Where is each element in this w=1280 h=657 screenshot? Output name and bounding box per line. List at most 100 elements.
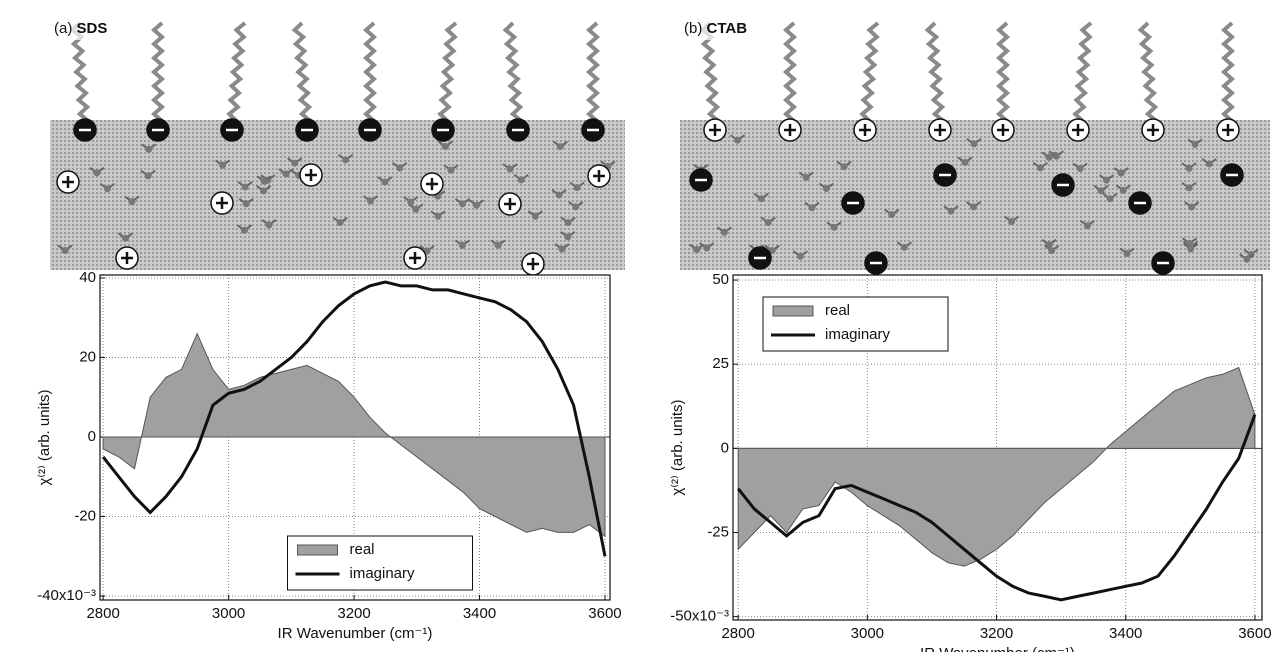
- cation: [991, 118, 1015, 142]
- anion: [841, 191, 865, 215]
- water-molecule: [836, 160, 852, 171]
- water-molecule: [966, 138, 982, 148]
- surfactant-tail: [859, 21, 880, 130]
- oxygen: [961, 158, 969, 166]
- water-molecule: [1003, 215, 1020, 226]
- oxygen: [947, 207, 955, 215]
- oxygen: [1045, 241, 1053, 249]
- anion: [146, 118, 170, 142]
- legend-label: imaginary: [350, 565, 416, 582]
- water-molecule: [236, 224, 253, 234]
- cation: [521, 252, 545, 276]
- cation: [703, 118, 727, 142]
- oxygen: [1205, 160, 1213, 168]
- surfactant-tail: [291, 21, 314, 130]
- water-molecule: [256, 175, 272, 185]
- water-molecule: [1119, 247, 1135, 257]
- anion: [431, 118, 455, 142]
- oxygen: [970, 203, 978, 211]
- surfactant-tail: [995, 21, 1011, 130]
- oxygen: [1185, 164, 1193, 172]
- real-area: [737, 366, 1256, 567]
- oxygen: [888, 211, 896, 219]
- water-molecule: [256, 185, 272, 195]
- oxygen: [734, 136, 742, 144]
- surfactant-tail: [150, 21, 166, 130]
- x-tick-label: 3200: [980, 625, 1013, 642]
- water-molecule: [760, 216, 776, 227]
- oxygen: [573, 184, 581, 192]
- anion: [506, 118, 530, 142]
- cation: [420, 172, 444, 196]
- oxygen: [693, 246, 701, 254]
- oxygen: [802, 173, 810, 181]
- oxygen: [93, 169, 101, 177]
- water-molecule: [716, 226, 732, 236]
- y-tick-label: -20: [74, 507, 96, 524]
- legend-label: real: [825, 302, 850, 319]
- x-tick-label: 2800: [86, 605, 119, 622]
- water-molecule: [278, 168, 294, 178]
- water-molecule: [552, 140, 568, 151]
- water-molecule: [443, 164, 459, 174]
- x-tick-label: 3000: [851, 625, 884, 642]
- water-molecule: [753, 192, 769, 203]
- water-molecule: [554, 243, 570, 253]
- oxygen: [900, 243, 908, 251]
- oxygen: [1117, 169, 1125, 177]
- oxygen: [822, 185, 830, 193]
- water-molecule: [804, 201, 820, 212]
- surfactant-tail: [924, 21, 947, 130]
- y-axis-label: χ⁽²⁾ (arb. units): [36, 389, 53, 485]
- x-tick-label: 2800: [721, 625, 754, 642]
- legend-label: real: [350, 541, 375, 558]
- cation: [778, 118, 802, 142]
- water-molecule: [957, 156, 973, 166]
- oxygen: [830, 223, 838, 231]
- cation: [299, 163, 323, 187]
- oxygen: [1036, 164, 1044, 172]
- water-molecule: [261, 219, 277, 229]
- anion: [220, 118, 244, 142]
- oxygen: [1188, 203, 1196, 211]
- oxygen: [1045, 153, 1053, 161]
- water-molecule: [1183, 243, 1199, 253]
- y-tick-label: -40x10⁻³: [37, 587, 96, 604]
- oxygen: [441, 142, 449, 150]
- water-molecule: [437, 140, 454, 150]
- oxygen: [1185, 184, 1193, 192]
- panel-title: (a) SDS: [54, 20, 107, 37]
- y-tick-label: 20: [79, 348, 96, 365]
- y-tick-label: 0: [88, 428, 96, 445]
- water-molecule: [1102, 192, 1118, 203]
- oxygen: [412, 205, 420, 213]
- oxygen: [260, 177, 268, 185]
- water-molecule: [560, 231, 576, 241]
- surfactant-tail: [1072, 21, 1093, 130]
- surfactant-tail: [585, 21, 601, 130]
- oxygen: [336, 219, 344, 227]
- anion: [1151, 251, 1175, 275]
- water-molecule: [1048, 150, 1064, 160]
- oxygen: [1083, 222, 1091, 230]
- cation: [587, 164, 611, 188]
- cation: [853, 118, 877, 142]
- water-molecule: [764, 244, 780, 255]
- water-molecule: [826, 221, 842, 231]
- water-molecule: [699, 242, 715, 252]
- y-tick-label: -50x10⁻³: [670, 608, 729, 625]
- y-tick-label: 25: [712, 355, 729, 372]
- water-molecule: [1181, 181, 1197, 192]
- oxygen: [1106, 195, 1114, 203]
- cation: [56, 170, 80, 194]
- water-molecule: [1093, 184, 1109, 195]
- oxygen: [1052, 152, 1060, 160]
- oxygen: [1191, 140, 1199, 148]
- oxygen: [703, 244, 711, 252]
- water-molecule: [89, 167, 105, 177]
- oxygen: [381, 178, 389, 186]
- oxygen: [1243, 255, 1251, 263]
- water-molecule: [502, 163, 518, 173]
- water-molecule: [362, 195, 379, 205]
